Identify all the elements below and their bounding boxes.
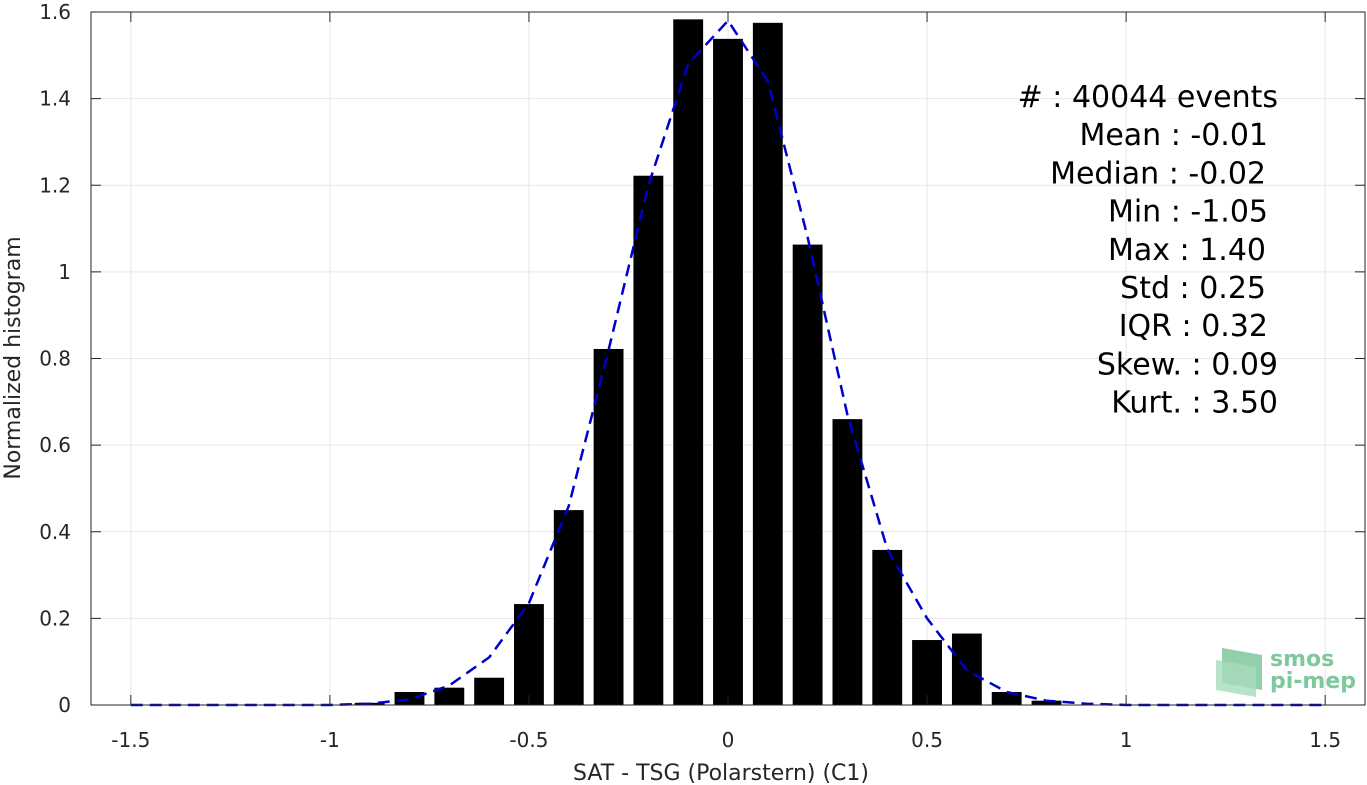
y-tick-label: 0	[58, 693, 71, 717]
y-axis-label: Normalized histogram	[1, 236, 26, 479]
x-tick-label: 1	[1120, 728, 1133, 752]
x-tick-label: 0	[722, 728, 735, 752]
y-tick-label: 0.4	[39, 520, 71, 544]
histogram-bar	[673, 19, 704, 706]
histogram-bar	[752, 22, 783, 705]
histogram-bar	[792, 244, 823, 705]
stat-line: Skew. : 0.09	[1097, 347, 1278, 382]
histogram-bar	[434, 687, 465, 705]
histogram-bar	[1031, 700, 1062, 705]
smos-pimep-logo: smos pi-mep	[1216, 647, 1356, 697]
x-tick-label: 1.5	[1309, 728, 1341, 752]
histogram-bar	[474, 677, 505, 705]
histogram-bar	[593, 348, 624, 705]
histogram-bar	[553, 510, 584, 705]
x-tick-label: -0.5	[509, 728, 548, 752]
stat-line: Kurt. : 3.50	[1111, 386, 1278, 421]
y-tick-label: 0.6	[39, 433, 71, 457]
x-tick-label: 0.5	[911, 728, 943, 752]
histogram-bar	[912, 640, 942, 705]
histogram-bar	[832, 419, 863, 705]
logo-text-smos: smos	[1270, 647, 1334, 672]
y-tick-label: 0.2	[39, 606, 71, 630]
y-tick-label: 0.8	[39, 347, 71, 371]
y-tick-label: 1.2	[39, 173, 71, 197]
y-tick-label: 1.4	[39, 87, 71, 111]
histogram-bar	[514, 604, 544, 705]
stat-line: Max : 1.40	[1108, 233, 1266, 268]
histogram-bar	[872, 549, 903, 705]
x-axis-ticks: -1.5 -1 -0.5 0 0.5 1 1.5	[111, 12, 1341, 752]
stat-line: Min : -1.05	[1108, 195, 1268, 230]
histogram-bar	[991, 692, 1022, 705]
stat-line: Mean : -0.01	[1079, 118, 1268, 153]
y-tick-label: 1	[58, 260, 71, 284]
histogram-bar	[633, 175, 664, 705]
stat-line: # : 40044 events	[1018, 80, 1278, 115]
stat-line: Std : 0.25	[1120, 271, 1266, 306]
histogram-bar	[713, 38, 743, 705]
x-tick-label: -1	[320, 728, 340, 752]
stat-line: Median : -0.02	[1050, 156, 1266, 191]
logo-text-pimep: pi-mep	[1270, 669, 1356, 694]
stat-line: IQR : 0.32	[1119, 309, 1268, 344]
histogram-bar	[394, 692, 425, 705]
y-tick-label: 1.6	[39, 0, 71, 24]
x-tick-label: -1.5	[111, 728, 150, 752]
x-axis-label: SAT - TSG (Polarstern) (C1)	[573, 761, 869, 785]
y-axis-ticks: 0 0.2 0.4 0.6 0.8 1 1.2 1.4 1.6	[39, 0, 1365, 717]
